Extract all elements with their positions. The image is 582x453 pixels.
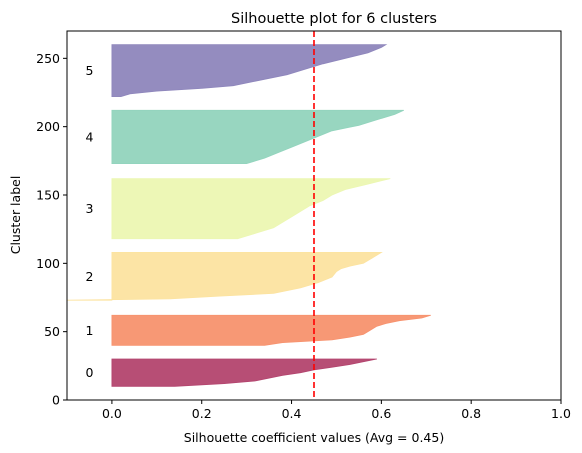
y-axis: 0 50 100 150 200 250	[36, 51, 67, 408]
cluster-label-0: 0	[85, 365, 93, 380]
x-tick-label: 0.6	[371, 406, 391, 421]
x-tick-label: 0.4	[282, 406, 302, 421]
cluster-label-4: 4	[85, 129, 93, 144]
x-axis: 0.0 0.2 0.4 0.6 0.8 1.0	[102, 400, 571, 421]
cluster-areas	[66, 44, 431, 387]
cluster-label-3: 3	[85, 201, 93, 216]
y-tick-label: 250	[36, 51, 60, 66]
cluster-4-area	[111, 109, 404, 165]
cluster-1-area	[111, 314, 431, 346]
x-tick-label: 0.0	[102, 406, 122, 421]
y-tick-label: 100	[36, 256, 60, 271]
cluster-label-1: 1	[85, 323, 93, 338]
x-tick-label: 0.8	[461, 406, 481, 421]
y-tick-label: 50	[44, 324, 60, 339]
x-axis-title: Silhouette coefficient values (Avg = 0.4…	[184, 430, 444, 445]
x-tick-label: 0.2	[192, 406, 212, 421]
plot-frame	[66, 30, 562, 401]
cluster-5-area	[111, 44, 388, 97]
cluster-2-area	[66, 252, 383, 301]
chart-title: Silhouette plot for 6 clusters	[231, 11, 437, 27]
y-tick-label: 200	[36, 119, 60, 134]
x-tick-label: 1.0	[551, 406, 571, 421]
cluster-3-area	[111, 178, 391, 240]
y-axis-title: Cluster label	[8, 176, 23, 255]
cluster-label-5: 5	[85, 63, 93, 78]
plot-area	[66, 30, 562, 401]
cluster-labels: 0 1 2 3 4 5	[85, 63, 93, 380]
y-tick-label: 0	[52, 393, 60, 408]
cluster-0-area	[111, 358, 377, 387]
cluster-label-2: 2	[85, 269, 93, 284]
y-tick-label: 150	[36, 188, 60, 203]
